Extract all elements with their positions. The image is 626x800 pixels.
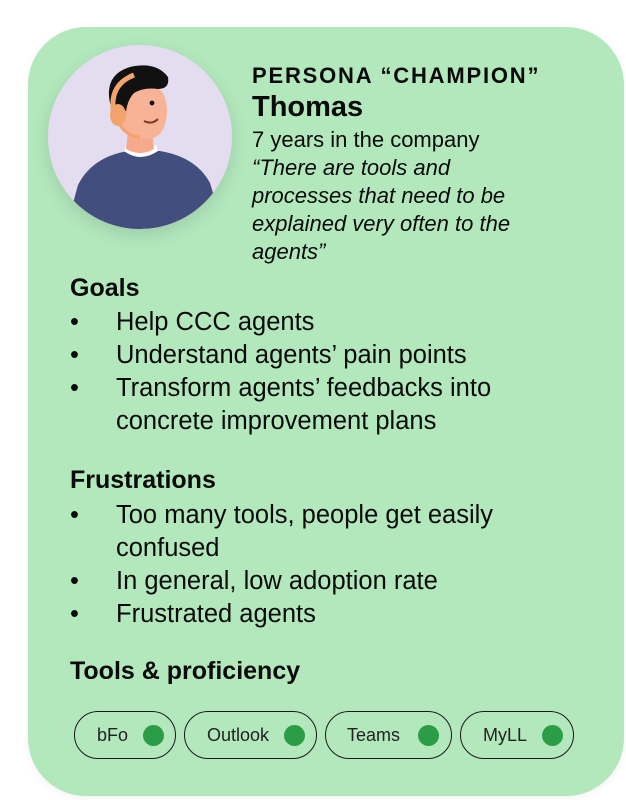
bullet-icon: • xyxy=(70,308,79,336)
goal-text: Understand agents’ pain points xyxy=(116,341,467,369)
bullet-icon: • xyxy=(70,341,79,369)
quote-line: explained very often to the xyxy=(252,211,511,236)
quote-line: processes that need to be xyxy=(252,183,506,208)
bullet-icon: • xyxy=(70,374,79,402)
quote-line: agents” xyxy=(252,239,326,264)
status-dot-icon xyxy=(542,725,563,746)
tool-pill-bfo[interactable]: bFo xyxy=(74,711,176,759)
status-dot-icon xyxy=(418,725,439,746)
persona-tenure: 7 years in the company xyxy=(252,127,480,152)
goals-list: • Help CCC agents • Understand agents’ pai… xyxy=(70,306,590,438)
tool-label: Outlook xyxy=(207,725,270,745)
list-item: • Help CCC agents xyxy=(70,306,590,339)
list-item: • Understand agents’ pain points xyxy=(70,339,590,372)
bullet-icon: • xyxy=(70,567,79,595)
tool-label: Teams xyxy=(347,725,401,745)
bullet-icon: • xyxy=(70,600,79,628)
tool-pill-myll[interactable]: MyLL xyxy=(460,711,574,759)
frustrations-title: Frustrations xyxy=(70,466,216,494)
goal-text: Transform agents’ feedbacks into concret… xyxy=(116,374,492,435)
persona-label: PERSONA “CHAMPION” xyxy=(252,63,541,88)
persona-name: Thomas xyxy=(252,91,364,123)
goals-title: Goals xyxy=(70,274,140,302)
list-item: • Transform agents’ feedbacks into concre… xyxy=(70,372,590,438)
frustration-text: In general, low adoption rate xyxy=(116,567,438,595)
persona-header: PERSONA “CHAMPION” Thomas 7 years in the… xyxy=(252,62,612,266)
quote-line: “There are tools and xyxy=(252,155,451,180)
status-dot-icon xyxy=(143,725,164,746)
list-item: • Too many tools, people get easily confu… xyxy=(70,499,590,565)
tools-title: Tools & proficiency xyxy=(70,657,301,685)
tool-pill-teams[interactable]: Teams xyxy=(325,711,452,759)
frustrations-list: • Too many tools, people get easily confu… xyxy=(70,499,590,631)
status-dot-icon xyxy=(284,725,305,746)
goal-text: Help CCC agents xyxy=(116,308,315,336)
tool-label: bFo xyxy=(97,725,129,745)
bullet-icon: • xyxy=(70,501,79,529)
avatar xyxy=(48,45,232,229)
tool-label: MyLL xyxy=(483,725,528,745)
persona-quote: “There are tools and processes that need… xyxy=(252,154,612,266)
list-item: • Frustrated agents xyxy=(70,598,590,631)
frustration-text: Frustrated agents xyxy=(116,600,316,628)
person-headset-illustration xyxy=(48,45,232,229)
frustration-text: Too many tools, people get easily confus… xyxy=(116,501,494,562)
list-item: • In general, low adoption rate xyxy=(70,565,590,598)
tool-pill-outlook[interactable]: Outlook xyxy=(184,711,317,759)
